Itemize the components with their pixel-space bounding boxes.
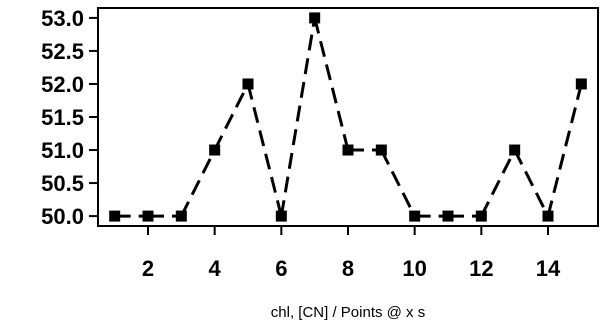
y-tick-label: 51.0 [41, 138, 84, 163]
series-segment [246, 83, 283, 217]
x-tick-label: 2 [142, 256, 154, 281]
x-axis-title: chl, [CN] / Points @ x s [271, 304, 425, 321]
y-tick-label: 52.0 [41, 72, 84, 97]
data-point [142, 210, 154, 222]
data-point [475, 210, 487, 222]
y-tick-label: 53.0 [41, 6, 84, 31]
x-tick-label: 14 [536, 256, 561, 281]
series-group [109, 12, 587, 222]
series-segment [213, 83, 250, 151]
series-segment [546, 83, 583, 217]
data-point [109, 210, 121, 222]
series-segment [313, 17, 350, 151]
y-tick-label: 50.0 [41, 204, 84, 229]
series-segment [479, 149, 517, 217]
series-segment [179, 149, 217, 217]
data-point [442, 210, 454, 222]
data-point [575, 78, 587, 90]
x-tick-label: 4 [209, 256, 222, 281]
data-point [509, 144, 521, 156]
data-point [375, 144, 387, 156]
series-segment [379, 149, 417, 217]
series-segment [513, 149, 550, 217]
y-tick-label: 52.5 [41, 39, 84, 64]
data-point [542, 210, 554, 222]
y-tick-label: 50.5 [41, 171, 84, 196]
data-point [209, 144, 221, 156]
x-tick-label: 12 [469, 256, 493, 281]
x-axis: 2 4 6 8 10 12 14 [142, 226, 561, 281]
data-point [409, 210, 421, 222]
data-point [242, 78, 254, 90]
x-tick-label: 8 [342, 256, 354, 281]
data-point [342, 144, 354, 156]
y-tick-label: 51.5 [41, 105, 84, 130]
series-segment [279, 17, 317, 217]
x-tick-label: 6 [275, 256, 287, 281]
y-axis: 50.0 50.5 51.0 51.5 52.0 52.5 53.0 [41, 6, 98, 229]
plot-frame [97, 7, 599, 227]
data-point [309, 12, 321, 24]
data-point [275, 210, 287, 222]
x-tick-label: 10 [402, 256, 426, 281]
data-point [175, 210, 187, 222]
